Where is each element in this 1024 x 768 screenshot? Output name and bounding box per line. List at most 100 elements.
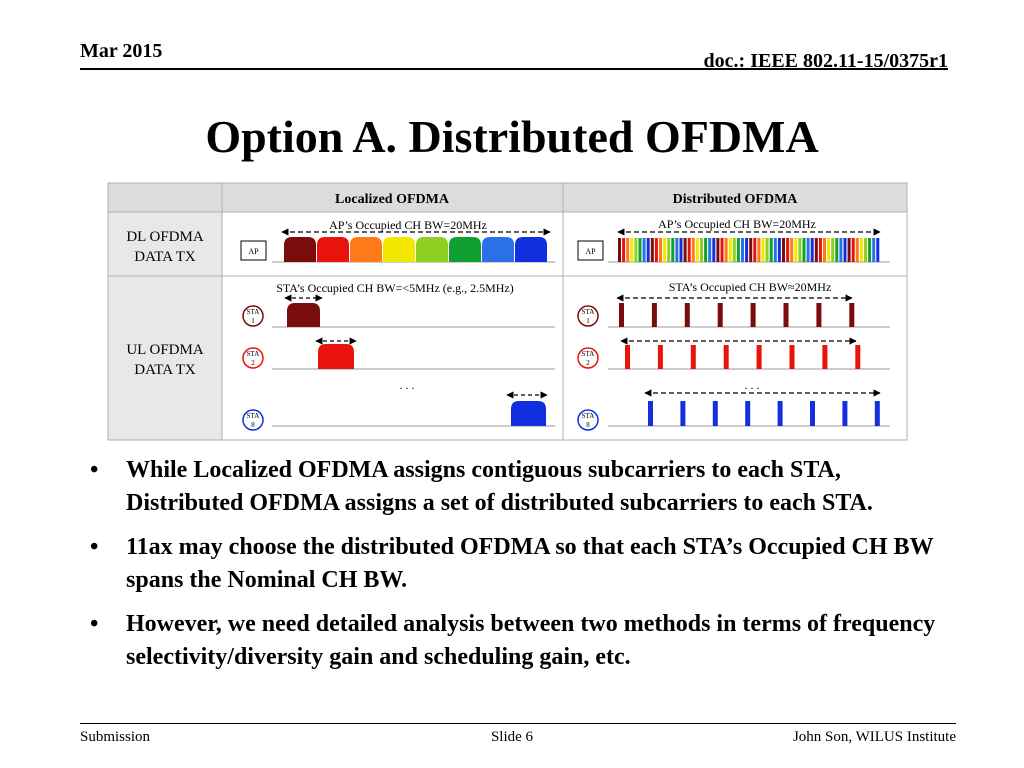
dl-distributed-subcarrier bbox=[687, 238, 691, 262]
bullet-text: 11ax may choose the distributed OFDMA so… bbox=[126, 534, 934, 593]
dl-localized-subchannel bbox=[317, 237, 349, 262]
dl-distributed-subcarrier bbox=[757, 238, 761, 262]
table-header-localized bbox=[222, 183, 563, 212]
ellipsis-localized: . . . bbox=[400, 378, 415, 392]
dl-distributed-subcarrier bbox=[695, 238, 699, 262]
dl-distributed-subcarrier bbox=[736, 238, 740, 262]
dl-distributed-subcarrier bbox=[798, 238, 802, 262]
sta2-distributed-subcarrier bbox=[690, 345, 696, 369]
bullet-marker: • bbox=[90, 611, 99, 637]
sta-label: STA bbox=[247, 412, 260, 420]
sta1-distributed-subcarrier bbox=[816, 303, 822, 327]
bullet-item: • 11ax may choose the distributed OFDMA s… bbox=[90, 531, 950, 597]
sta1-distributed-subcarrier bbox=[750, 303, 756, 327]
sta8-distributed-subcarrier bbox=[712, 401, 718, 426]
dl-distributed-subcarrier bbox=[831, 238, 835, 262]
dl-distributed-subcarrier bbox=[720, 238, 724, 262]
dl-distributed-subcarrier bbox=[642, 238, 646, 262]
bullet-item: • While Localized OFDMA assigns contiguou… bbox=[90, 454, 950, 520]
dl-localized-subchannel bbox=[416, 237, 448, 262]
dl-localized-subchannel bbox=[284, 237, 316, 262]
sta-number: 8 bbox=[586, 421, 590, 429]
dl-distributed-subcarrier bbox=[839, 238, 843, 262]
sta2-distributed-subcarrier bbox=[625, 345, 630, 369]
dl-distributed-subcarrier bbox=[716, 238, 720, 262]
dl-distributed-subcarrier bbox=[827, 238, 831, 262]
dl-distributed-subcarrier bbox=[864, 238, 867, 262]
dl-distributed-subcarrier bbox=[835, 238, 839, 262]
column-header-localized: Localized OFDMA bbox=[335, 192, 450, 207]
table-corner-cell bbox=[108, 183, 222, 212]
dl-distributed-subcarrier bbox=[855, 238, 859, 262]
dl-distributed-subcarrier bbox=[691, 238, 695, 262]
bullet-list: • While Localized OFDMA assigns contiguou… bbox=[90, 454, 950, 685]
dl-distributed-subcarrier bbox=[782, 238, 785, 262]
table-header-distributed bbox=[563, 183, 907, 212]
ap-box-distributed bbox=[577, 240, 604, 261]
sta1-distributed-subcarrier bbox=[717, 303, 723, 327]
sta8-distributed-subcarrier bbox=[648, 401, 653, 426]
sta-number: 2 bbox=[586, 359, 590, 367]
footer-submission: Submission bbox=[80, 729, 151, 745]
sta8-distributed-subcarrier bbox=[874, 401, 880, 426]
ul-distributed-caption: STA’s Occupied CH BW≈20MHz bbox=[669, 280, 832, 294]
dl-distributed-subcarrier bbox=[638, 238, 642, 262]
sta-label: STA bbox=[247, 350, 260, 358]
dl-distributed-subcarrier bbox=[802, 238, 806, 262]
dl-distributed-subcarrier bbox=[663, 238, 667, 262]
dl-distributed-subcarrier bbox=[622, 238, 626, 262]
sta-label: STA bbox=[582, 350, 595, 358]
dl-distributed-subcarrier bbox=[749, 238, 753, 262]
dl-distributed-subcarrier bbox=[708, 238, 712, 262]
dl-distributed-subcarrier bbox=[659, 238, 662, 262]
dl-distributed-caption: AP’s Occupied CH BW=20MHz bbox=[658, 217, 816, 231]
dl-distributed-subcarrier bbox=[646, 238, 650, 262]
dl-distributed-subcarrier bbox=[753, 238, 757, 262]
dl-distributed-subcarrier bbox=[712, 238, 716, 262]
sta8-distributed-subcarrier bbox=[680, 401, 686, 426]
dl-distributed-subcarrier bbox=[671, 238, 675, 262]
dl-distributed-subcarrier bbox=[741, 238, 744, 262]
dl-distributed-subcarrier bbox=[650, 238, 654, 262]
row-label-ul-line1: UL OFDMA bbox=[126, 342, 204, 358]
sta-number: 1 bbox=[251, 317, 255, 325]
dl-distributed-subcarrier bbox=[630, 238, 634, 262]
dl-distributed-subcarrier bbox=[868, 238, 872, 262]
table-row-label-dl bbox=[108, 212, 222, 276]
dl-distributed-subcarrier bbox=[761, 238, 765, 262]
dl-distributed-subcarrier bbox=[626, 238, 630, 262]
sta8-localized-subchannel bbox=[511, 401, 546, 426]
sta2-localized-subchannel bbox=[318, 344, 354, 369]
dl-distributed-subcarrier bbox=[794, 238, 798, 262]
dl-localized-subchannel bbox=[515, 237, 547, 262]
dl-distributed-subcarrier bbox=[654, 238, 658, 262]
dl-distributed-subcarrier bbox=[876, 238, 880, 262]
dl-distributed-subcarrier bbox=[786, 238, 790, 262]
dl-distributed-subcarrier bbox=[618, 238, 621, 262]
row-label-dl-line1: DL OFDMA bbox=[126, 229, 204, 245]
sta1-localized-subchannel bbox=[287, 303, 320, 327]
dl-distributed-subcarrier bbox=[700, 238, 703, 262]
sta1-distributed-subcarrier bbox=[684, 303, 690, 327]
row-label-dl-line2: DATA TX bbox=[134, 249, 196, 265]
header-rule bbox=[80, 68, 948, 70]
sta-number: 8 bbox=[251, 421, 255, 429]
dl-distributed-subcarrier bbox=[667, 238, 671, 262]
bullet-text: While Localized OFDMA assigns contiguous… bbox=[126, 457, 873, 516]
sta2-distributed-subcarrier bbox=[723, 345, 729, 369]
sta-number: 2 bbox=[251, 359, 255, 367]
dl-distributed-subcarrier bbox=[773, 238, 777, 262]
sta1-distributed-subcarrier bbox=[783, 303, 789, 327]
sta2-localized-icon bbox=[242, 347, 264, 369]
sta8-distributed-subcarrier bbox=[810, 401, 815, 426]
sta-label: STA bbox=[582, 412, 595, 420]
dl-distributed-subcarrier bbox=[810, 238, 814, 262]
sta8-distributed-subcarrier bbox=[777, 401, 783, 426]
sta2-distributed-icon bbox=[577, 347, 599, 369]
sta1-localized-icon bbox=[242, 305, 264, 327]
sta2-distributed-subcarrier bbox=[855, 345, 861, 369]
dl-distributed-subcarrier bbox=[683, 238, 687, 262]
ul-localized-caption: STA’s Occupied CH BW=<5MHz (e.g., 2.5MHz… bbox=[276, 281, 514, 295]
sta-label: STA bbox=[247, 308, 260, 316]
